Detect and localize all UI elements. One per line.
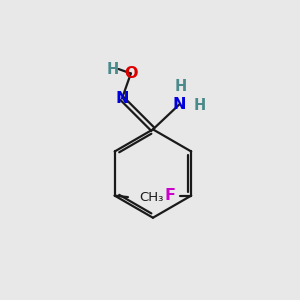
Text: O: O [124, 66, 138, 81]
Text: H: H [194, 98, 206, 113]
Text: H: H [175, 79, 187, 94]
Text: N: N [115, 91, 129, 106]
Text: F: F [164, 188, 175, 203]
Text: N: N [173, 97, 186, 112]
Text: H: H [107, 61, 119, 76]
Text: CH₃: CH₃ [140, 190, 164, 204]
